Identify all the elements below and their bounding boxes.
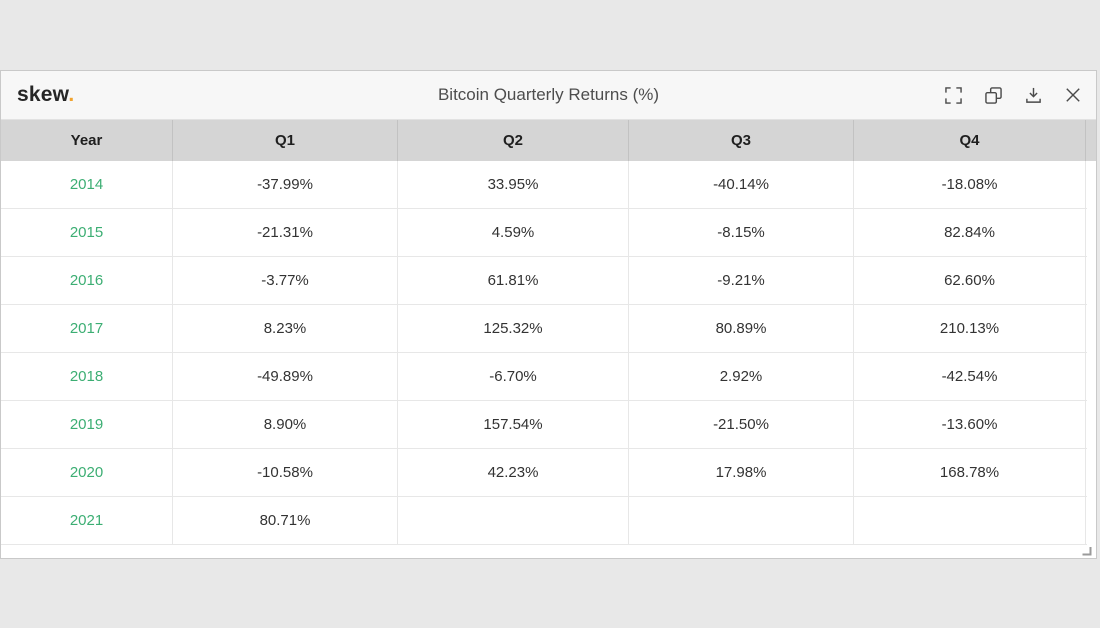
q1-value: -3.77% (173, 257, 398, 304)
q4-value: 168.78% (854, 449, 1086, 496)
q4-value: 82.84% (854, 209, 1086, 256)
bitcoin-quarterly-returns-widget: skew. Bitcoin Quarterly Returns (%) (0, 70, 1097, 559)
column-header-q1: Q1 (173, 120, 398, 161)
q3-value: -8.15% (629, 209, 854, 256)
column-header-spacer (1086, 120, 1096, 161)
q2-value: 42.23% (398, 449, 629, 496)
year-link[interactable]: 2019 (1, 401, 173, 448)
skew-logo-text: skew (17, 83, 69, 106)
widget-title: Bitcoin Quarterly Returns (%) (437, 85, 660, 104)
column-header-q2: Q2 (398, 120, 629, 161)
q2-value: 61.81% (398, 257, 629, 304)
widget-titlebar: skew. Bitcoin Quarterly Returns (%) (1, 71, 1096, 120)
q2-value: 157.54% (398, 401, 629, 448)
q4-value: -18.08% (854, 161, 1086, 208)
q2-value: 4.59% (398, 209, 629, 256)
q2-value (398, 497, 629, 544)
year-link[interactable]: 2015 (1, 209, 173, 256)
q1-value: 80.71% (173, 497, 398, 544)
q1-value: -21.31% (173, 209, 398, 256)
column-header-year: Year (1, 120, 173, 161)
year-link[interactable]: 2021 (1, 497, 173, 544)
q1-value: -37.99% (173, 161, 398, 208)
q1-value: -10.58% (173, 449, 398, 496)
table-row-2019: 2019 8.90% 157.54% -21.50% -13.60% (1, 401, 1087, 449)
q4-value: 210.13% (854, 305, 1086, 352)
q3-value: 2.92% (629, 353, 854, 400)
q1-value: -49.89% (173, 353, 398, 400)
resize-handle[interactable] (1081, 543, 1092, 556)
duplicate-icon[interactable] (984, 86, 1002, 104)
q3-value: 80.89% (629, 305, 854, 352)
q4-value: -13.60% (854, 401, 1086, 448)
column-header-q4: Q4 (854, 120, 1086, 161)
q3-value: -9.21% (629, 257, 854, 304)
table-row-2014: 2014 -37.99% 33.95% -40.14% -18.08% (1, 161, 1087, 209)
fullscreen-icon[interactable] (944, 86, 962, 104)
q1-value: 8.23% (173, 305, 398, 352)
year-link[interactable]: 2018 (1, 353, 173, 400)
q3-value: -40.14% (629, 161, 854, 208)
q1-value: 8.90% (173, 401, 398, 448)
table-row-2016: 2016 -3.77% 61.81% -9.21% 62.60% (1, 257, 1087, 305)
q2-value: 125.32% (398, 305, 629, 352)
table-header-row: Year Q1 Q2 Q3 Q4 (1, 120, 1096, 161)
table-row-2021: 2021 80.71% (1, 497, 1087, 545)
q3-value (629, 497, 854, 544)
year-link[interactable]: 2014 (1, 161, 173, 208)
download-icon[interactable] (1024, 86, 1042, 104)
table-row-2020: 2020 -10.58% 42.23% 17.98% 168.78% (1, 449, 1087, 497)
year-link[interactable]: 2017 (1, 305, 173, 352)
q3-value: 17.98% (629, 449, 854, 496)
q3-value: -21.50% (629, 401, 854, 448)
table-body: 2014 -37.99% 33.95% -40.14% -18.08% 2015… (1, 161, 1087, 545)
table-row-2017: 2017 8.23% 125.32% 80.89% 210.13% (1, 305, 1087, 353)
table-row-2015: 2015 -21.31% 4.59% -8.15% 82.84% (1, 209, 1087, 257)
q4-value (854, 497, 1086, 544)
table-row-2018: 2018 -49.89% -6.70% 2.92% -42.54% (1, 353, 1087, 401)
widget-toolbar (944, 86, 1096, 104)
q4-value: 62.60% (854, 257, 1086, 304)
q2-value: 33.95% (398, 161, 629, 208)
close-icon[interactable] (1064, 86, 1082, 104)
skew-logo: skew. (1, 83, 74, 107)
year-link[interactable]: 2020 (1, 449, 173, 496)
skew-logo-dot: . (68, 83, 75, 106)
column-header-q3: Q3 (629, 120, 854, 161)
year-link[interactable]: 2016 (1, 257, 173, 304)
q4-value: -42.54% (854, 353, 1086, 400)
q2-value: -6.70% (398, 353, 629, 400)
